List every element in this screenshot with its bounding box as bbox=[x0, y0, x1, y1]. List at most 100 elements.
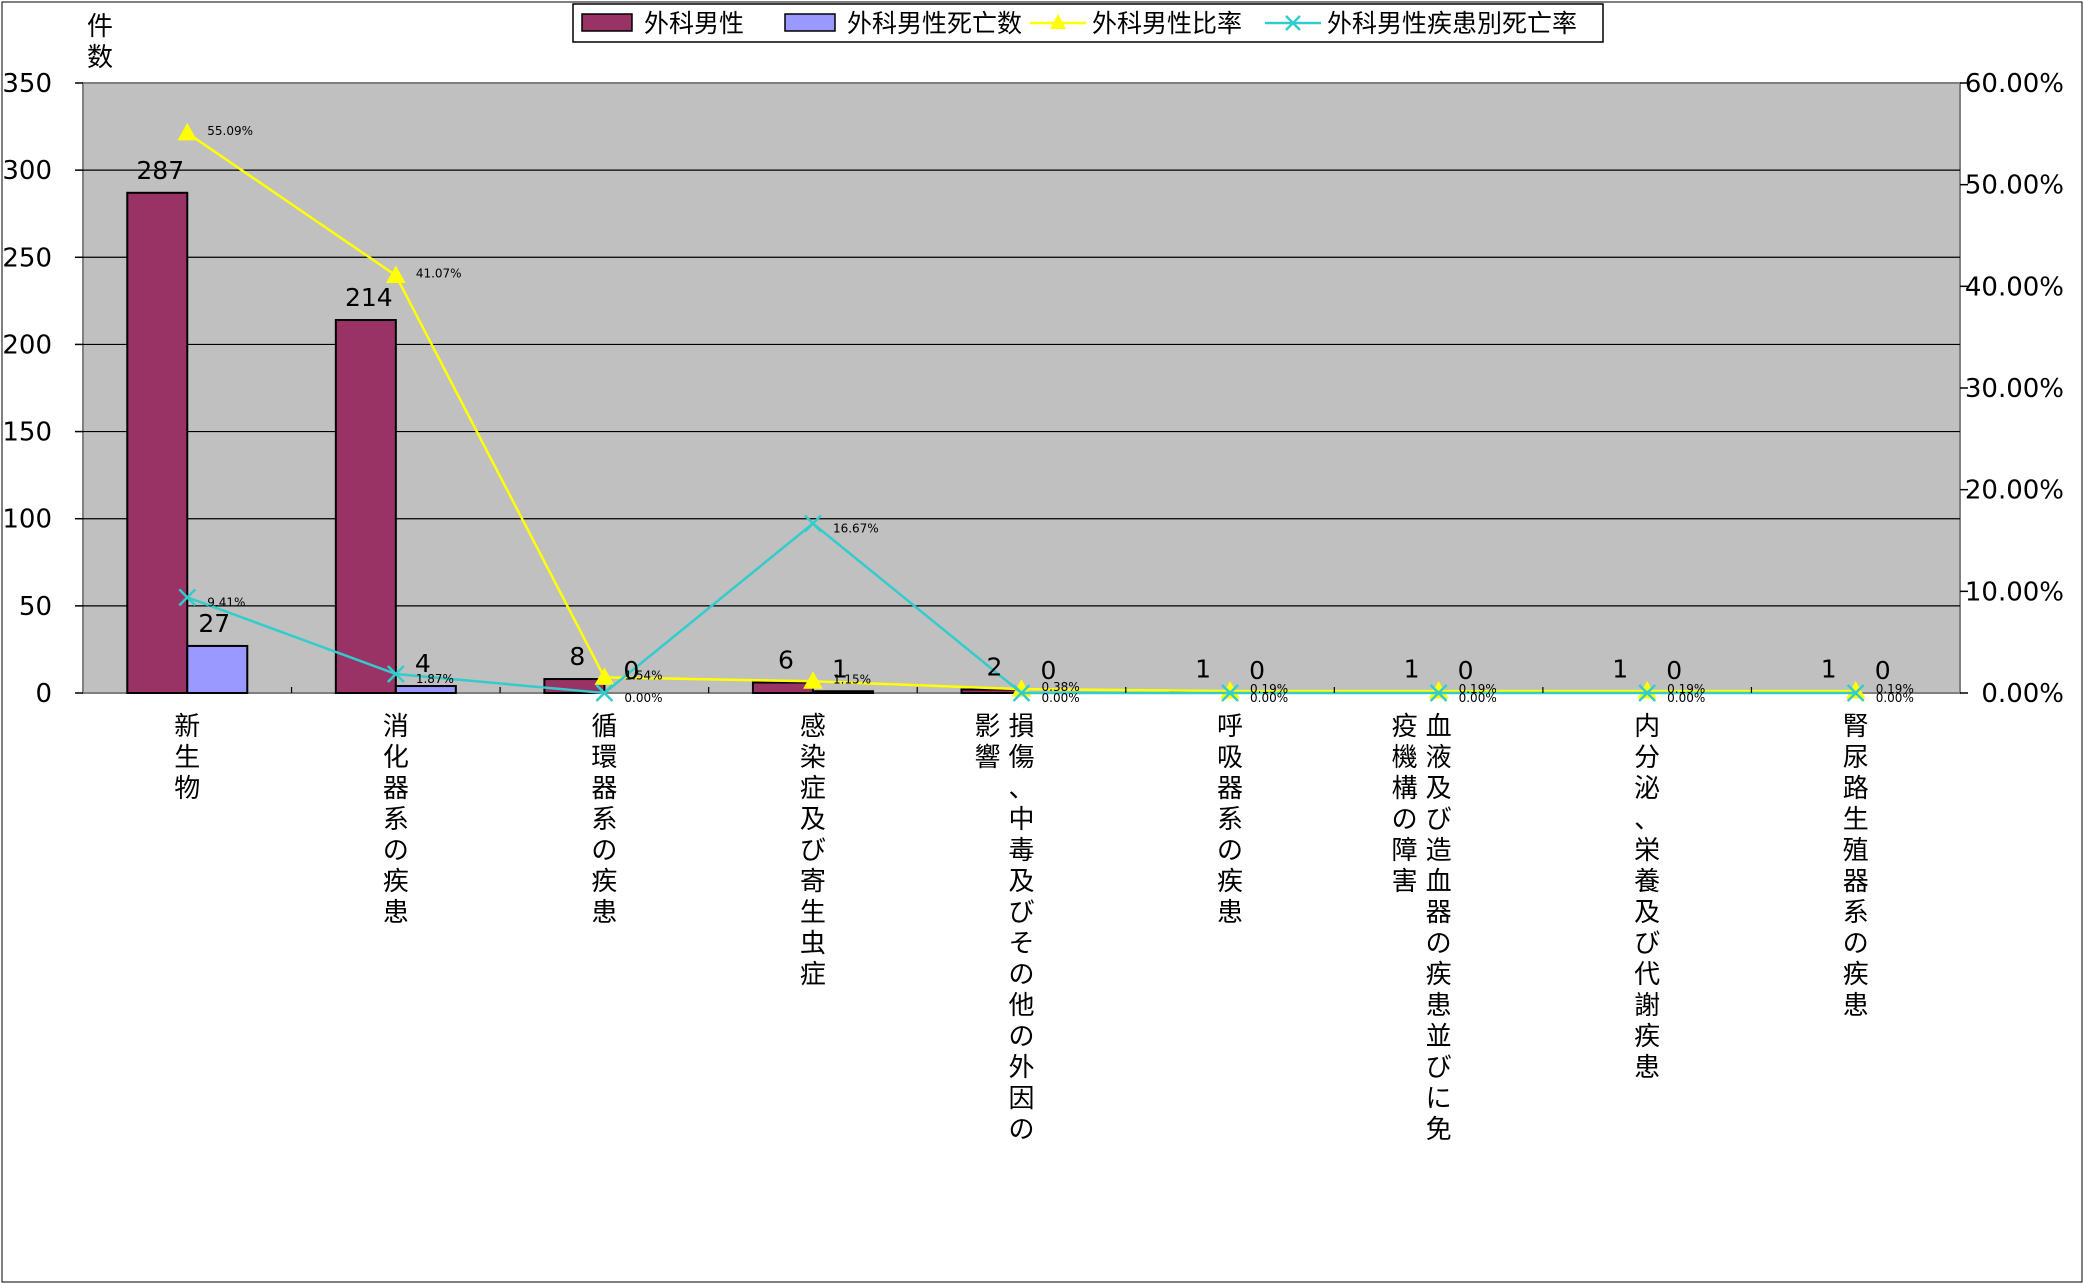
ratio-point bbox=[385, 265, 406, 283]
ratio-point bbox=[803, 671, 823, 689]
bar-value-label: 0 bbox=[1458, 656, 1474, 685]
category-label-char: び bbox=[1426, 1053, 1452, 1083]
y-tick-label-right: 30.00% bbox=[1965, 374, 2064, 404]
category-label-char: 液 bbox=[1426, 743, 1452, 773]
bar-value-label: 287 bbox=[136, 156, 184, 185]
category-label-char: 栄 bbox=[1634, 836, 1660, 866]
mortality-point bbox=[178, 588, 197, 607]
bar-value-label: 0 bbox=[1875, 656, 1891, 685]
category-label-char: 養 bbox=[1634, 867, 1660, 897]
category-label-char: 機 bbox=[1392, 743, 1418, 773]
category-label-char: 代 bbox=[1634, 960, 1660, 990]
category-label-char: 器 bbox=[591, 774, 617, 804]
category-label-char: に bbox=[1426, 1084, 1452, 1114]
percent-label: 0.19% bbox=[1667, 682, 1705, 696]
category-label-char: の bbox=[1008, 1022, 1034, 1052]
category-label-char: の bbox=[591, 836, 617, 866]
category-label-char: 外 bbox=[1008, 1053, 1034, 1083]
category-label-char: 分 bbox=[1634, 743, 1660, 773]
category-label-char: 影 bbox=[974, 712, 1000, 742]
category-label-char: 尿 bbox=[1843, 743, 1869, 773]
category-label-char: 血 bbox=[1426, 712, 1452, 742]
category-label-char: 疾 bbox=[1217, 867, 1243, 897]
category-label-char: 血 bbox=[1426, 867, 1452, 897]
bar-value-label: 8 bbox=[569, 642, 585, 671]
y-tick-label-right: 10.00% bbox=[1965, 577, 2064, 607]
category-label-char: 生 bbox=[800, 898, 826, 928]
percent-label: 9.41% bbox=[207, 595, 245, 609]
category-label-char: 疫 bbox=[1392, 712, 1418, 742]
percent-label: 1.54% bbox=[624, 668, 662, 682]
legend-label: 外科男性比率 bbox=[1092, 9, 1242, 38]
y-tick-label-right: 20.00% bbox=[1965, 476, 2064, 506]
mortality-point-stroke bbox=[386, 665, 405, 683]
category-label-char: 損 bbox=[1008, 712, 1034, 742]
lines bbox=[177, 122, 1866, 702]
y-tick-label-left: 200 bbox=[2, 330, 52, 360]
mortality-point-stroke bbox=[1221, 684, 1239, 702]
y-tick-label-right: 60.00% bbox=[1965, 69, 2064, 99]
category-label-char: 及 bbox=[1008, 867, 1034, 897]
category-label-char: 、 bbox=[1008, 774, 1034, 804]
category-label-char: 疾 bbox=[1843, 960, 1869, 990]
category-label-char: び bbox=[1008, 898, 1034, 928]
category-label-char: 器 bbox=[383, 774, 409, 804]
bar-value-label: 0 bbox=[623, 656, 639, 685]
legend-swatch bbox=[581, 13, 633, 32]
bar-value-label: 1 bbox=[1821, 654, 1837, 683]
mortality-point-stroke bbox=[1012, 684, 1031, 702]
mortality-point-stroke bbox=[1638, 684, 1657, 702]
category-label-char: 腎 bbox=[1843, 712, 1869, 742]
percent-label: 55.09% bbox=[207, 124, 253, 138]
category-label-char: 免 bbox=[1426, 1115, 1452, 1145]
y-tick-label-right: 0.00% bbox=[1981, 679, 2064, 709]
percent-label: 0.00% bbox=[1876, 691, 1914, 705]
mortality-point-stroke bbox=[595, 684, 614, 702]
category-label-char: び bbox=[1634, 929, 1660, 959]
category-label-char: 患 bbox=[1634, 1053, 1660, 1083]
category-label-char: 器 bbox=[1426, 898, 1452, 928]
y-tick-label-right: 50.00% bbox=[1965, 171, 2064, 201]
category-label-char: 吸 bbox=[1217, 743, 1243, 773]
legend: 外科男性 外科男性死亡数 外科男性比率 外科男性疾患別死亡率 bbox=[572, 3, 1604, 43]
mortality-point bbox=[804, 514, 822, 533]
category-label-char: 造 bbox=[1426, 836, 1452, 866]
mortality-point-stroke bbox=[804, 514, 822, 533]
category-label-char: 系 bbox=[1217, 805, 1243, 835]
y-axis-title: 件 数 bbox=[87, 12, 113, 73]
mortality-point bbox=[595, 684, 614, 702]
category-label-char: 寄 bbox=[800, 867, 826, 897]
y-tick-label-left: 50 bbox=[19, 592, 52, 622]
bar-value-label: 0 bbox=[1041, 656, 1057, 685]
mortality-point bbox=[1221, 684, 1239, 702]
y-tick-label-left: 150 bbox=[2, 418, 52, 448]
y-tick-label-left: 0 bbox=[35, 679, 52, 709]
category-label-char: 疾 bbox=[1426, 960, 1452, 990]
legend-label: 外科男性疾患別死亡率 bbox=[1327, 9, 1577, 38]
category-label-char: 中 bbox=[1008, 805, 1034, 835]
y-tick-label-left: 300 bbox=[2, 156, 52, 186]
bar-surgical-male bbox=[126, 191, 189, 695]
legend-label: 外科男性 bbox=[644, 9, 744, 38]
category-label-char: そ bbox=[1008, 929, 1034, 959]
bar-surgical-male bbox=[334, 319, 397, 694]
category-label-char: 疾 bbox=[591, 867, 617, 897]
category-label-char: 系 bbox=[1843, 898, 1869, 928]
category-label-char: 器 bbox=[1217, 774, 1243, 804]
category-label-char: 疾 bbox=[1634, 1022, 1660, 1052]
category-label-char: の bbox=[1392, 805, 1418, 835]
category-label-char: 環 bbox=[591, 743, 617, 773]
percent-label: 16.67% bbox=[833, 522, 879, 536]
category-label-char: の bbox=[383, 836, 409, 866]
category-label-char: 系 bbox=[383, 805, 409, 835]
category-label-char: の bbox=[1217, 836, 1243, 866]
percent-label: 0.00% bbox=[1667, 691, 1705, 705]
